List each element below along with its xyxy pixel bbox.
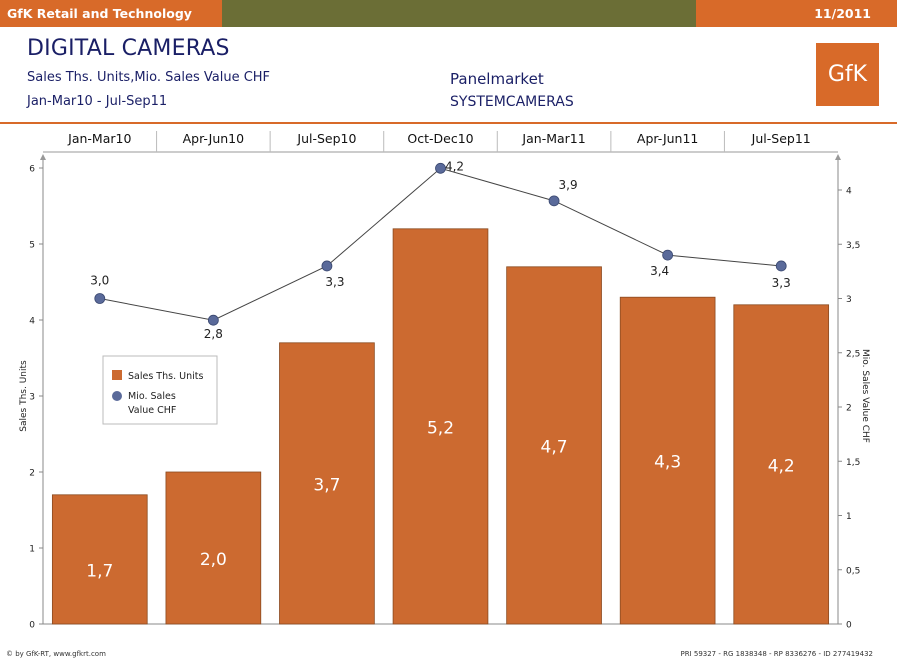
- legend-box: [102, 355, 218, 425]
- bar: [733, 304, 830, 625]
- right-tick-label: 2,5: [846, 349, 860, 359]
- bar-value-label: 4,3: [654, 453, 681, 473]
- category-label: Jan-Mar10: [67, 131, 131, 146]
- category-label: Apr-Jun10: [183, 131, 245, 146]
- panel-label: Panelmarket: [450, 70, 544, 88]
- report-date: 11/2011: [814, 6, 871, 21]
- category-label: Jan-Mar11: [521, 131, 585, 146]
- left-axis-title: Sales Ths. Units: [19, 360, 29, 432]
- page-title: DIGITAL CAMERAS: [27, 36, 230, 61]
- right-axis-title: Mio. Sales Value CHF: [860, 349, 870, 443]
- left-tick-label: 4: [29, 317, 35, 327]
- sales-value-line: 3,0 2,8 3,3 4,2 3,9 3,4 3,3: [90, 159, 791, 341]
- bar: [619, 296, 716, 625]
- line-value-label: 3,3: [325, 275, 344, 289]
- line-point: [435, 162, 446, 174]
- category-label: Oct-Dec10: [407, 131, 473, 146]
- banner-left: GfK Retail and Technology: [0, 0, 222, 27]
- line-value-label: 4,2: [445, 159, 464, 173]
- bar-value-label: 5,2: [427, 418, 454, 438]
- legend-line-label: Value CHF: [128, 405, 176, 416]
- left-axis-arrow: [40, 154, 46, 160]
- header-divider: [0, 122, 897, 124]
- right-tick-label: 0,5: [846, 566, 860, 576]
- legend-bar-swatch: [112, 370, 122, 380]
- category-label: Apr-Jun11: [637, 131, 698, 146]
- left-tick-label: 2: [29, 469, 35, 479]
- right-tick-label: 1,5: [846, 458, 860, 468]
- chart: Jan-Mar10 Apr-Jun10 Jul-Sep10 Oct-Dec10 Jan-…: [19, 131, 870, 631]
- company-name: GfK Retail and Technology: [7, 6, 192, 21]
- line-point: [775, 260, 787, 272]
- line-value-label: 3,9: [559, 178, 578, 192]
- top-banner: GfK Retail and Technology 11/2011: [0, 0, 897, 27]
- right-tick-label: 1: [846, 512, 852, 522]
- gfk-logo: GfK: [816, 43, 879, 106]
- footer-copyright: © by GfK-RT, www.gfkrt.com: [6, 650, 106, 658]
- bar-value-label: 3,7: [313, 475, 340, 495]
- bar-value-label: 4,2: [768, 456, 795, 476]
- category-label: Jul-Sep11: [751, 131, 811, 146]
- right-tick-label: 3: [846, 295, 852, 305]
- left-tick-label: 3: [29, 393, 35, 403]
- bar: [165, 471, 262, 625]
- right-tick-label: 2: [846, 404, 852, 414]
- line-point: [321, 260, 333, 272]
- bar: [279, 342, 375, 625]
- line-value-label: 3,4: [650, 264, 669, 278]
- line-value-label: 2,8: [204, 327, 223, 341]
- bar: [506, 266, 602, 625]
- category-header: Jan-Mar10 Apr-Jun10 Jul-Sep10 Oct-Dec10 Jan-…: [43, 131, 838, 153]
- line-point: [94, 293, 106, 304]
- legend: Sales Ths. Units Mio. Sales Value CHF: [102, 355, 218, 425]
- bar-value-label: 2,0: [200, 550, 227, 570]
- footer-ids: PRI 59327 - RG 1838348 - RP 8336276 - ID…: [680, 650, 873, 658]
- left-tick-label: 5: [29, 241, 35, 251]
- line-point: [662, 249, 674, 261]
- panel-value: SYSTEMCAMERAS: [450, 94, 574, 110]
- legend-line-swatch: [112, 391, 122, 401]
- line-point: [548, 195, 560, 207]
- period-label: Jan-Mar10 - Jul-Sep11: [27, 94, 168, 109]
- line-point: [207, 314, 219, 326]
- subtitle: Sales Ths. Units,Mio. Sales Value CHF: [27, 70, 271, 85]
- legend-line-label: Mio. Sales: [128, 391, 176, 402]
- line-value-label: 3,0: [90, 274, 109, 288]
- bar: [51, 494, 148, 625]
- left-tick-label: 1: [29, 545, 35, 555]
- banner-middle: [222, 0, 696, 27]
- line-value-label: 3,3: [772, 276, 791, 290]
- banner-right: 11/2011: [696, 0, 897, 27]
- right-axis-arrow: [835, 154, 841, 160]
- category-label: Jul-Sep10: [296, 131, 356, 146]
- bar-value-label: 1,7: [86, 561, 113, 581]
- right-tick-label: 0: [846, 621, 852, 631]
- right-tick-label: 3,5: [846, 241, 860, 251]
- left-tick-label: 0: [29, 621, 35, 631]
- bar: [392, 228, 489, 625]
- legend-bar-label: Sales Ths. Units: [128, 371, 203, 382]
- bars: 1,7 2,0 3,7 5,2 4,7 4,3 4,2: [51, 228, 830, 625]
- right-tick-label: 4: [846, 187, 852, 197]
- bar-value-label: 4,7: [541, 437, 568, 457]
- left-tick-label: 6: [29, 165, 35, 175]
